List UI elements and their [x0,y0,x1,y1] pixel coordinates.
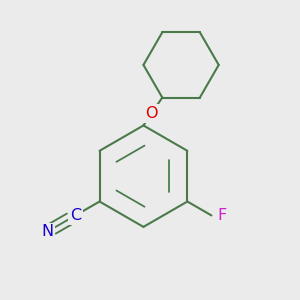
Text: O: O [145,106,158,121]
Text: C: C [70,208,81,223]
Text: N: N [41,224,53,239]
Text: F: F [217,208,226,223]
